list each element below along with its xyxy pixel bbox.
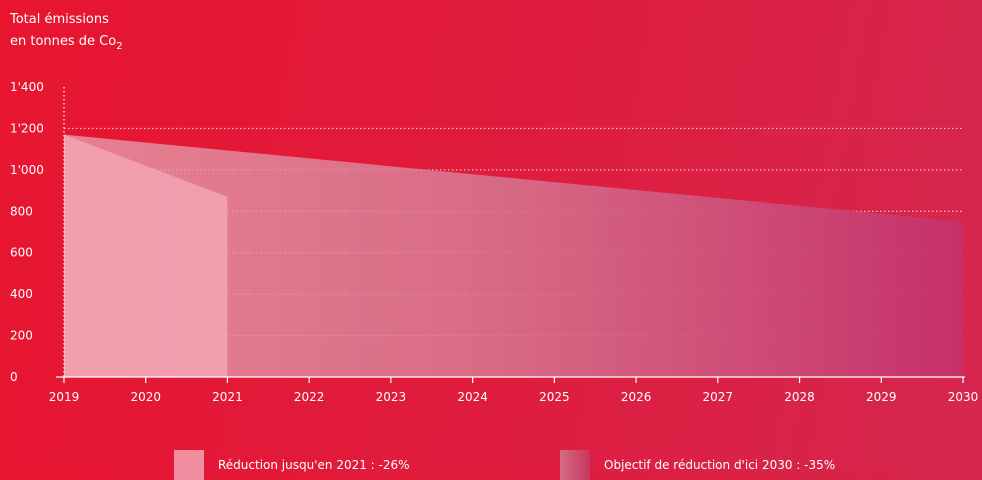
x-tick-label-2030: 2030 (948, 390, 979, 404)
y-tick-label-1000: 1'000 (10, 163, 44, 177)
y-tick-label-200: 200 (10, 329, 33, 343)
y-axis-title-line1: Total émissions (10, 12, 109, 27)
y-axis-title-line2: en tonnes de Co2 (10, 31, 123, 58)
legend-swatch-reduction-2021 (174, 450, 204, 480)
x-tick-label-2020: 2020 (130, 390, 161, 404)
y-tick-label-600: 600 (10, 246, 33, 260)
x-tick-label-2028: 2028 (784, 390, 815, 404)
x-tick-label-2029: 2029 (866, 390, 897, 404)
y-tick-label-1400: 1'400 (10, 80, 44, 94)
y-axis-title-unit: en tonnes de Co (10, 34, 117, 49)
legend-swatch-target-2030 (560, 450, 590, 480)
y-tick-label-1200: 1'200 (10, 121, 44, 135)
y-tick-label-0: 0 (10, 370, 18, 384)
x-tick-label-2026: 2026 (621, 390, 652, 404)
x-tick-label-2023: 2023 (376, 390, 407, 404)
legend-item-target-2030: Objectif de réduction d'ici 2030 : -35% (560, 450, 835, 480)
y-tick-label-800: 800 (10, 204, 33, 218)
x-tick-label-2021: 2021 (212, 390, 243, 404)
area-reduction-2021 (64, 134, 228, 377)
chart-axes: 0 200 400 600 800 1'000 1'200 1'400 2019 2020 2021… (10, 80, 978, 404)
x-tick-label-2022: 2022 (294, 390, 325, 404)
legend-label-target-2030: Objectif de réduction d'ici 2030 : -35% (604, 458, 836, 472)
x-tick-label-2025: 2025 (539, 390, 570, 404)
y-axis-title-subscript: 2 (116, 41, 123, 52)
y-tick-label-400: 400 (10, 287, 33, 301)
x-tick-label-2024: 2024 (457, 390, 488, 404)
legend-item-reduction-2021: Réduction jusqu'en 2021 : -26% (174, 450, 410, 480)
chart-areas (64, 134, 963, 377)
legend-label-reduction-2021: Réduction jusqu'en 2021 : -26% (218, 458, 410, 472)
area-target-2030 (64, 134, 963, 377)
y-axis-title: Total émissions en tonnes de Co2 (10, 9, 123, 58)
x-tick-label-2019: 2019 (49, 390, 80, 404)
x-tick-label-2027: 2027 (703, 390, 734, 404)
